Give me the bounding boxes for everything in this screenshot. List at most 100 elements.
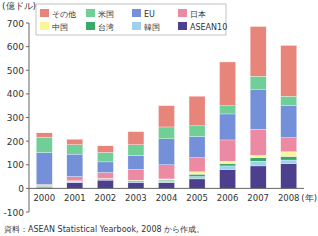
bar-segment: [281, 152, 297, 157]
bar-segment: [128, 145, 144, 156]
bar-segment: [67, 182, 83, 188]
bar-segment: [220, 164, 236, 166]
bars: [36, 27, 296, 189]
bar-segment: [128, 169, 144, 180]
bar-segment: [128, 181, 144, 183]
legend-swatch: [86, 22, 95, 30]
legend-swatch: [132, 9, 141, 17]
y-axis-label: (億ドル): [2, 1, 36, 11]
bar-segment: [220, 62, 236, 106]
bar-segment: [67, 139, 83, 144]
bar-segment: [220, 166, 236, 170]
y-tick-label: 200: [7, 137, 24, 147]
bar-segment: [97, 180, 113, 188]
legend-swatch: [40, 9, 49, 17]
bar-segment: [220, 114, 236, 140]
legend-label: EU: [144, 10, 155, 19]
legend-label: ASEAN10: [190, 23, 227, 32]
x-tick-label: 2003: [125, 193, 147, 203]
y-tick-label: 400: [7, 89, 24, 99]
bar-segment: [97, 179, 113, 180]
bar-segment: [281, 96, 297, 105]
bar-segment: [250, 158, 266, 162]
bar-segment: [220, 140, 236, 161]
bar-segment: [97, 173, 113, 179]
bar-segment: [189, 177, 205, 179]
bar-segment: [250, 89, 266, 129]
legend-label: その他: [52, 10, 76, 19]
bar-segment: [250, 76, 266, 89]
legend-label: 米国: [98, 10, 114, 19]
y-tick-label: 300: [7, 113, 24, 123]
bar-segment: [189, 96, 205, 126]
legend-swatch: [86, 9, 95, 17]
y-tick-label: 0: [18, 184, 24, 194]
legend-label: 日本: [190, 10, 206, 19]
y-tick-label: 500: [7, 66, 24, 76]
legend-label: 韓国: [144, 23, 160, 32]
bar-segment: [97, 178, 113, 180]
y-tick-label: 600: [7, 42, 24, 52]
bar-segment: [128, 132, 144, 145]
bar-segment: [128, 155, 144, 169]
y-tick-label: 100: [7, 160, 24, 170]
x-tick-label: 2005: [186, 193, 208, 203]
bar-segment: [220, 106, 236, 114]
legend-swatch: [178, 22, 187, 30]
bar-segment: [220, 169, 236, 188]
bar-segment: [36, 137, 52, 152]
bar-segment: [250, 27, 266, 77]
y-axis: [29, 23, 30, 212]
legend-label: 台湾: [98, 23, 114, 32]
bar-segment: [250, 161, 266, 166]
bar-segment: [159, 181, 175, 182]
bar-segment: [159, 139, 175, 165]
bar-segment: [250, 129, 266, 155]
bar-segment: [281, 160, 297, 164]
bar-segment: [281, 106, 297, 138]
bar-segment: [250, 155, 266, 157]
bar-segment: [159, 106, 175, 127]
x-tick-label: 2008: [278, 193, 300, 203]
x-tick-label: 2000: [33, 193, 55, 203]
bar-segment: [159, 179, 175, 180]
bar-segment: [159, 165, 175, 179]
x-tick-label: 2006: [217, 193, 239, 203]
bar-segment: [67, 181, 83, 183]
bar-segment: [189, 136, 205, 157]
legend-swatch: [178, 9, 187, 17]
bar-segment: [189, 126, 205, 137]
zero-line: [29, 188, 304, 189]
bar-segment: [189, 172, 205, 174]
legend-swatch: [40, 22, 49, 30]
bar-segment: [36, 185, 52, 186]
bar-segment: [159, 180, 175, 181]
x-axis-label: (年): [301, 193, 317, 203]
y-tick-label: -100: [4, 208, 25, 218]
bar-segment: [220, 161, 236, 163]
bar-segment: [189, 179, 205, 188]
bar-segment: [281, 156, 297, 160]
legend-label: 中国: [52, 23, 68, 32]
x-tick-label: 2007: [247, 193, 269, 203]
bar-segment: [159, 182, 175, 188]
bar-segment: [281, 164, 297, 189]
chart: -100 0 100 200 300 400 500 600 700 2000 2001 2002 20…: [0, 0, 318, 236]
bar-segment: [36, 184, 52, 185]
bar-segment: [36, 186, 52, 188]
x-tick-label: 2002: [95, 193, 117, 203]
bar-segment: [67, 145, 83, 154]
bar-segment: [36, 186, 52, 187]
bar-segment: [97, 146, 113, 153]
bar-segment: [97, 162, 113, 173]
bar-segment: [128, 181, 144, 182]
bar-segment: [281, 138, 297, 152]
bar-segment: [281, 45, 297, 96]
bar-segment: [36, 133, 52, 137]
bar-segment: [67, 177, 83, 181]
x-tick-label: 2004: [156, 193, 178, 203]
y-tick-label: 700: [7, 19, 24, 29]
x-tick-label: 2001: [64, 193, 86, 203]
bar-segment: [250, 166, 266, 188]
bar-segment: [67, 154, 83, 176]
